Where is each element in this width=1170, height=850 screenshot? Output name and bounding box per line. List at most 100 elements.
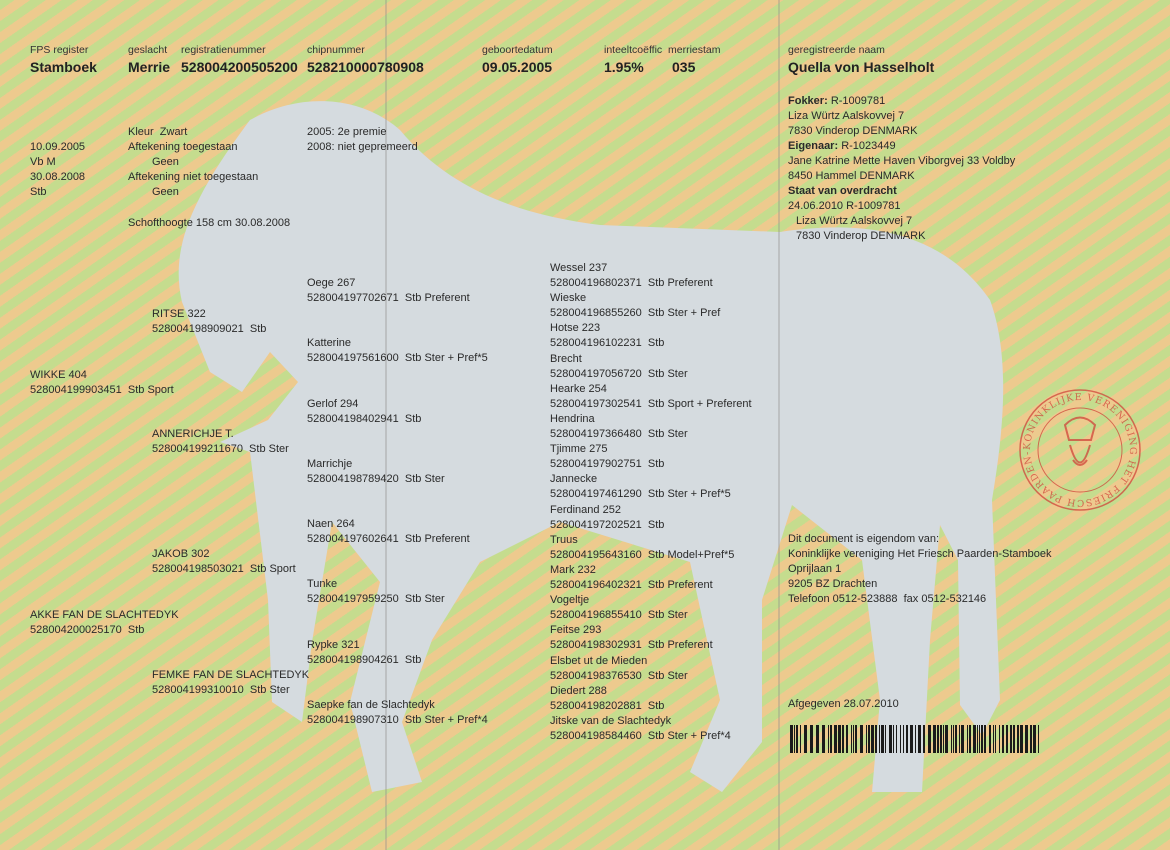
seal-text: KONINKLIJKE VERENIGING HET FRIESCH PAARD… xyxy=(1015,385,1137,508)
barcode-bar xyxy=(961,725,964,753)
detail-vb: Vb M xyxy=(30,156,56,168)
barcode-bar xyxy=(830,725,832,753)
horse-registration: 528004199903451 Stb Sport xyxy=(30,384,174,396)
horse-registration: 528004195643160 Stb Model+Pref*5 xyxy=(550,548,735,561)
horse-name: Saepke fan de Slachtedyk xyxy=(307,699,435,711)
barcode-bar xyxy=(896,725,897,753)
horse-registration: 528004198909021 Stb xyxy=(152,323,267,335)
horse-name: Wieske xyxy=(550,292,587,305)
schofthoogte: Schofthoogte 158 cm 30.08.2008 xyxy=(128,217,291,229)
barcode-bar xyxy=(915,725,916,753)
barcode-bar xyxy=(800,725,801,753)
barcode-bar xyxy=(810,725,813,753)
fokker-label: Fokker: xyxy=(788,95,828,107)
barcode-bar xyxy=(853,725,854,753)
barcode-bar xyxy=(846,725,848,753)
horse-name: Katterine xyxy=(307,337,352,349)
barcode-bar xyxy=(903,725,904,753)
fokker: Fokker: R-1009781 xyxy=(788,94,885,109)
barcode-bar xyxy=(794,725,795,753)
barcode-bar xyxy=(951,725,952,753)
eigendom-street: Oprijlaan 1 xyxy=(788,563,842,575)
horse-name: Diedert 288 xyxy=(550,684,607,697)
barcode-bar xyxy=(1038,725,1039,753)
kleur: Kleur Zwart xyxy=(128,126,188,138)
horse-registration: 528004197302541 Stb Sport + Preferent xyxy=(550,397,752,410)
horse-registration: 528004198904261 Stb xyxy=(307,654,422,666)
registered-name-label: geregistreerde naam xyxy=(788,44,885,56)
eigendom-org: Koninklijke vereniging Het Friesch Paard… xyxy=(788,548,1052,560)
horse-name: AKKE FAN DE SLACHTEDYK xyxy=(30,609,179,621)
horse-name: Brecht xyxy=(550,352,582,365)
horse-registration: 528004199310010 Stb Ster xyxy=(152,684,290,696)
barcode-bar xyxy=(993,725,994,753)
aftekening-2-value: Geen xyxy=(152,186,179,198)
horse-name: Vogeltje xyxy=(550,594,590,607)
horse-registration: 528004197902751 Stb xyxy=(550,458,665,471)
barcode-bar xyxy=(871,725,874,753)
horse-name: Jannecke xyxy=(550,473,598,486)
horse-registration: 528004198789420 Stb Ster xyxy=(307,473,445,485)
fps-register-label: FPS register xyxy=(30,44,89,56)
horse-name: Jitske van de Slachtedyk xyxy=(550,715,672,727)
merriestam-value: 035 xyxy=(672,59,696,75)
horse-name: Ferdinand 252 xyxy=(550,503,621,516)
horse-registration: 528004197056720 Stb Ster xyxy=(550,367,688,380)
barcode-bar xyxy=(875,725,877,753)
overdracht-label: Staat van overdracht xyxy=(788,185,897,197)
barcode-bar xyxy=(959,725,960,753)
barcode-bar xyxy=(945,725,948,753)
horse-registration: 528004198503021 Stb Sport xyxy=(152,563,296,575)
eigendom-city: 9205 BZ Drachten xyxy=(788,578,878,590)
horse-name: JAKOB 302 xyxy=(152,548,210,560)
barcode-bar xyxy=(851,725,852,753)
barcode-bar xyxy=(822,725,825,753)
horse-name: Oege 267 xyxy=(307,277,356,289)
barcode-bar xyxy=(933,725,936,753)
barcode-bar xyxy=(937,725,939,753)
registratienummer-value: 528004200505200 xyxy=(181,59,298,75)
premie-2005: 2005: 2e premie xyxy=(307,126,387,138)
aftekening-1-value: Geen xyxy=(152,156,179,168)
barcode-bar xyxy=(816,725,819,753)
horse-registration: 528004199211670 Stb Ster xyxy=(152,443,289,455)
barcode-bar xyxy=(973,725,976,753)
barcode-bar xyxy=(1013,725,1015,753)
horse-registration: 528004198907310 Stb Ster + Pref*4 xyxy=(307,714,488,726)
overdracht-address: Liza Würtz Aalskovvej 7 xyxy=(796,215,913,227)
geslacht-label: geslacht xyxy=(128,44,168,56)
barcode-bar xyxy=(967,725,968,753)
barcode xyxy=(790,725,1039,753)
barcode-bar xyxy=(879,725,880,753)
barcode-bar xyxy=(860,725,863,753)
barcode-bar xyxy=(838,725,841,753)
barcode-bar xyxy=(855,725,857,753)
horse-registration: 528004196802371 Stb Preferent xyxy=(550,277,713,289)
fps-register-value: Stamboek xyxy=(30,59,97,75)
barcode-bar xyxy=(1030,725,1032,753)
barcode-bar xyxy=(889,725,892,753)
horse-name: RITSE 322 xyxy=(152,308,206,320)
barcode-bar xyxy=(923,725,925,753)
horse-name: Hotse 223 xyxy=(550,322,601,335)
horse-name: Truus xyxy=(550,533,578,546)
barcode-bar xyxy=(995,725,996,753)
eigenaar-city: 8450 Hammel DENMARK xyxy=(788,170,915,182)
barcode-bar xyxy=(910,725,913,753)
barcode-bar xyxy=(969,725,971,753)
horse-registration: 528004197202521 Stb xyxy=(550,518,665,531)
barcode-bar xyxy=(943,725,944,753)
horse-name: Wessel 237 xyxy=(550,262,608,274)
horse-registration: 528004197959250 Stb Ster xyxy=(307,593,445,605)
horse-registration: 528004197366480 Stb Ster xyxy=(550,428,688,440)
association-seal-stamp: KONINKLIJKE VERENIGING HET FRIESCH PAARD… xyxy=(1015,385,1141,511)
premie-2008: 2008: niet gepremeerd xyxy=(307,141,418,153)
barcode-bar xyxy=(953,725,954,753)
eigenaar-address: Jane Katrine Mette Haven Viborgvej 33 Vo… xyxy=(788,155,1016,167)
overdracht-date: 24.06.2010 R-1009781 xyxy=(788,200,901,212)
overdracht-city: 7830 Vinderop DENMARK xyxy=(796,230,926,242)
eigenaar-label: Eigenaar: xyxy=(788,140,839,152)
horse-registration: 528004198202881 Stb xyxy=(550,699,665,712)
barcode-bar xyxy=(955,725,957,753)
